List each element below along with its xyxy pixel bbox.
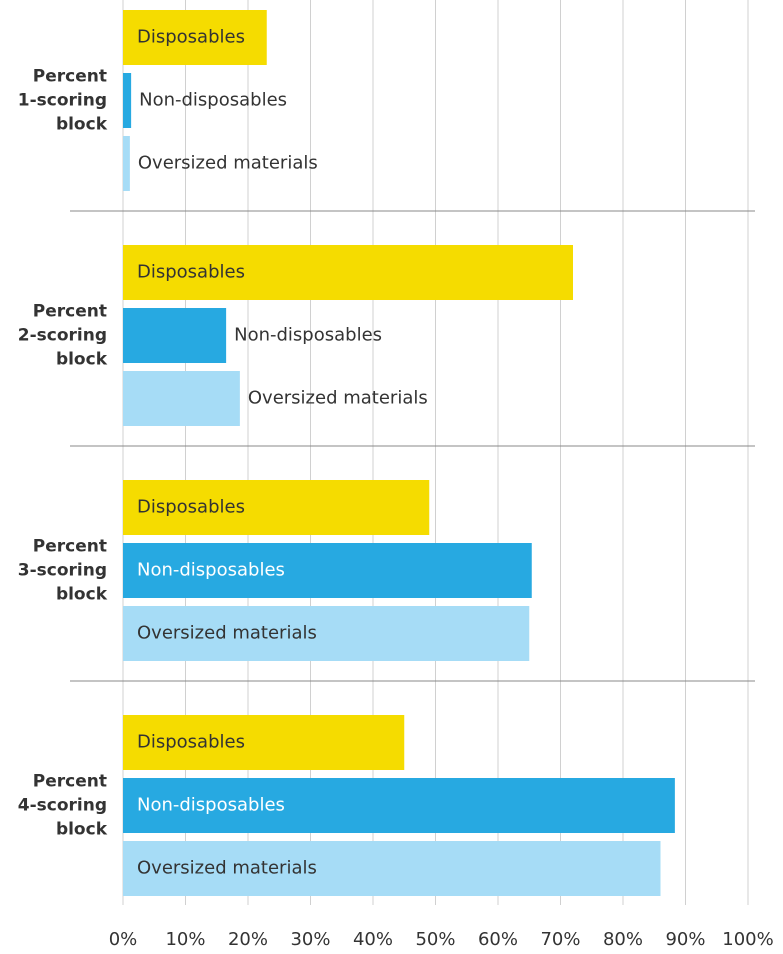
bar-label: Oversized materials xyxy=(138,153,318,174)
x-tick-label: 80% xyxy=(603,929,643,950)
bar-label: Disposables xyxy=(137,262,245,283)
bar-label: Oversized materials xyxy=(248,388,428,409)
bar xyxy=(123,480,430,535)
x-tick-label: 90% xyxy=(665,929,705,950)
x-tick-label: 40% xyxy=(353,929,393,950)
x-tick-label: 60% xyxy=(478,929,518,950)
x-tick-label: 20% xyxy=(228,929,268,950)
bar xyxy=(123,841,661,896)
x-tick-label: 10% xyxy=(165,929,205,950)
bar xyxy=(123,606,530,661)
bar xyxy=(123,778,675,833)
category-label: Percent 2-scoring block xyxy=(18,302,108,370)
category-label: Percent 3-scoring block xyxy=(18,537,108,605)
bar-label: Disposables xyxy=(137,27,245,48)
category-label: Percent 1-scoring block xyxy=(18,67,108,135)
bar-label: Oversized materials xyxy=(137,623,317,644)
x-tick-label: 30% xyxy=(290,929,330,950)
bar-label: Oversized materials xyxy=(137,858,317,879)
bar-label: Non-disposables xyxy=(137,795,285,816)
bar xyxy=(123,715,405,770)
bar-label: Disposables xyxy=(137,497,245,518)
x-tick-label: 0% xyxy=(109,929,138,950)
x-tick-label: 50% xyxy=(415,929,455,950)
bar xyxy=(123,308,227,363)
bar xyxy=(123,10,267,65)
bar xyxy=(123,136,130,191)
bar xyxy=(123,73,132,128)
bar xyxy=(123,371,240,426)
category-label: Percent 4-scoring block xyxy=(18,772,108,840)
bar xyxy=(123,543,532,598)
bar-label: Non-disposables xyxy=(139,90,287,111)
x-tick-label: 70% xyxy=(540,929,580,950)
x-tick-label: 100% xyxy=(722,929,773,950)
bar-label: Disposables xyxy=(137,732,245,753)
bar xyxy=(123,245,573,300)
bar-label: Non-disposables xyxy=(137,560,285,581)
bar-label: Non-disposables xyxy=(234,325,382,346)
